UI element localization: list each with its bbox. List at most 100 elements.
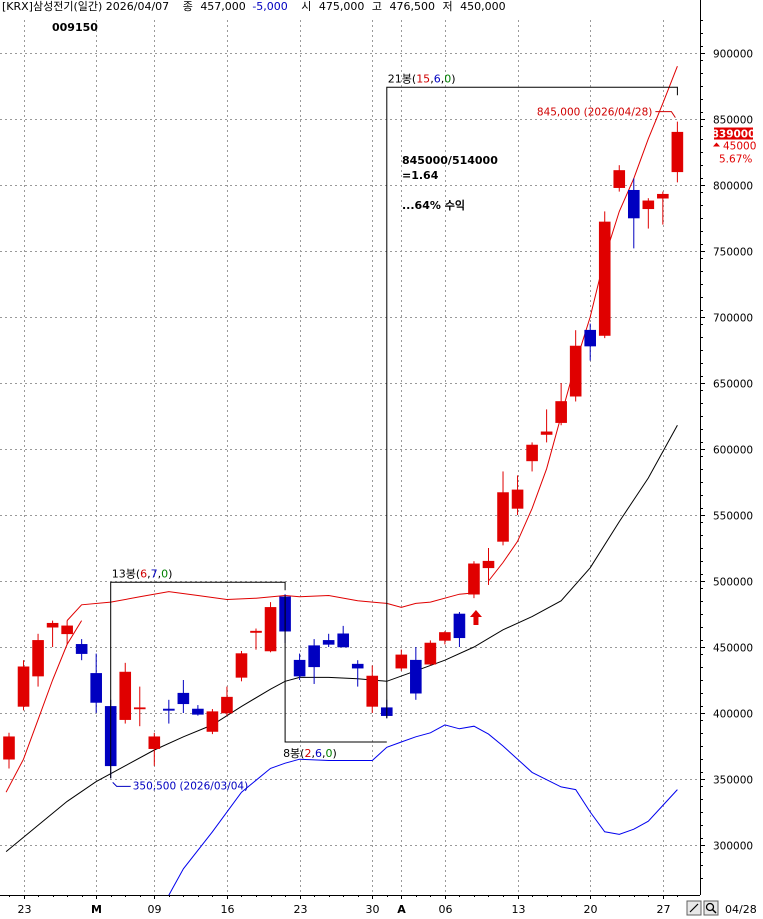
down-candle <box>163 699 175 724</box>
candle-body <box>453 613 466 639</box>
indicator-lines <box>5 66 678 896</box>
up-candle <box>32 633 44 687</box>
candle-body <box>32 640 44 677</box>
candle-body <box>133 707 146 710</box>
x-tick-label: 09 <box>148 903 162 916</box>
box-13-label-part: 13봉( <box>112 567 140 580</box>
y-tick-label: 600000 <box>713 445 753 457</box>
candle-body <box>671 131 684 173</box>
up-candle <box>366 665 379 713</box>
up-candle <box>439 631 451 645</box>
stock-code: 009150 <box>52 21 98 34</box>
down-candle <box>322 633 335 647</box>
up-candle <box>657 191 669 225</box>
up-candle <box>264 602 277 653</box>
down-candle <box>351 660 364 687</box>
box-13-label-part: , <box>147 567 151 580</box>
up-candle <box>221 686 233 716</box>
up-candle <box>119 662 132 724</box>
down-candle <box>453 612 466 647</box>
up-candle <box>569 330 582 402</box>
candle-body <box>511 489 524 509</box>
open-value: 475,000 <box>319 0 365 13</box>
candle-body <box>657 193 669 199</box>
candle-body <box>395 654 408 669</box>
svg-text:[KRX]삼성전기(일간) 2026/04/07 종: [KRX]삼성전기(일간) 2026/04/07 종 457,000 -5,00… <box>2 0 506 13</box>
box-13-label-part: ) <box>168 567 172 580</box>
box-8-label: 8봉(2,6,0) <box>283 747 337 760</box>
box-13-label-part: 7 <box>151 567 158 580</box>
candle-body <box>540 431 553 435</box>
candle-body <box>46 622 59 628</box>
x-tick-label: 27 <box>657 903 671 916</box>
candle-body <box>17 666 30 707</box>
box-21-outline <box>386 86 678 719</box>
down-candle <box>192 705 204 716</box>
box-8-label-part: ) <box>332 747 336 760</box>
up-candle <box>497 471 509 546</box>
candle-body <box>3 736 15 760</box>
x-axis: 23 M 09 16 23 30 A 06 13 20 27 <box>0 895 700 916</box>
up-candle <box>526 442 538 472</box>
candle-body <box>439 632 451 641</box>
current-price-label: 839000 <box>712 129 756 141</box>
candle-body <box>584 329 597 347</box>
y-tick-label: 750000 <box>713 247 753 259</box>
y-tick-label: 700000 <box>713 313 753 325</box>
box-13-label-part: 6 <box>140 567 147 580</box>
candle-body <box>555 401 567 423</box>
box-8-outline <box>284 595 387 743</box>
candle-body <box>627 189 640 219</box>
up-candle <box>468 561 480 599</box>
low-note-pointer <box>112 781 131 787</box>
current-change-label: 45000 <box>723 141 756 153</box>
box-21-label-part: 0 <box>444 72 451 85</box>
zoom-handle <box>711 908 717 914</box>
up-candle <box>642 198 655 229</box>
down-candle <box>308 639 320 684</box>
up-candle <box>235 650 248 682</box>
up-candle <box>598 211 611 339</box>
buy-arrow-icon <box>469 610 482 626</box>
down-candle <box>75 639 88 661</box>
header-title: [KRX]삼성전기(일간) 2026/04/07 <box>2 0 169 13</box>
current-price-box <box>714 127 753 140</box>
draw-tool-glyph <box>689 903 699 913</box>
low-value: 450,000 <box>460 0 506 13</box>
up-candle <box>250 628 262 650</box>
ratio-text-2: =1.64 <box>402 169 439 182</box>
x-tick-label: A <box>397 903 406 916</box>
candle-body <box>526 444 538 462</box>
ratio-text-1: 845000/514000 <box>402 154 498 167</box>
candle-body <box>148 736 161 749</box>
box-13-label-part: 0 <box>161 567 168 580</box>
candle-body <box>119 671 132 720</box>
y-tick-label: 300000 <box>713 841 753 853</box>
candle-body <box>90 673 102 703</box>
box-21-label: 21봉(15,6,0) <box>388 72 456 85</box>
box-21-label-part: 15 <box>416 72 430 85</box>
box-13-label-part: , <box>158 567 162 580</box>
y-tick-label: 400000 <box>713 709 753 721</box>
up-candle <box>17 660 30 711</box>
y-tick-label: 850000 <box>713 115 753 127</box>
candle-body <box>424 642 437 665</box>
candle-body <box>177 692 190 705</box>
change-up-icon <box>713 142 720 147</box>
end-date: 04/28 <box>725 903 757 916</box>
candle-body <box>61 625 73 635</box>
annotations: 13봉(6,7,0)8봉(2,6,0)21봉(15,6,0)845,000 (2… <box>110 72 756 792</box>
y-tick-label: 800000 <box>713 181 753 193</box>
down-candle <box>584 323 597 361</box>
candle-body <box>642 200 655 210</box>
x-tick-label: 06 <box>439 903 453 916</box>
x-tick-label: 23 <box>18 903 32 916</box>
y-tick-label: 500000 <box>713 577 753 589</box>
high-value: 476,500 <box>390 0 436 13</box>
candle-body <box>206 711 219 732</box>
candle-body <box>308 645 320 668</box>
up-candle <box>613 165 626 192</box>
box-8-label-part: 0 <box>325 747 332 760</box>
up-candle <box>395 649 408 671</box>
